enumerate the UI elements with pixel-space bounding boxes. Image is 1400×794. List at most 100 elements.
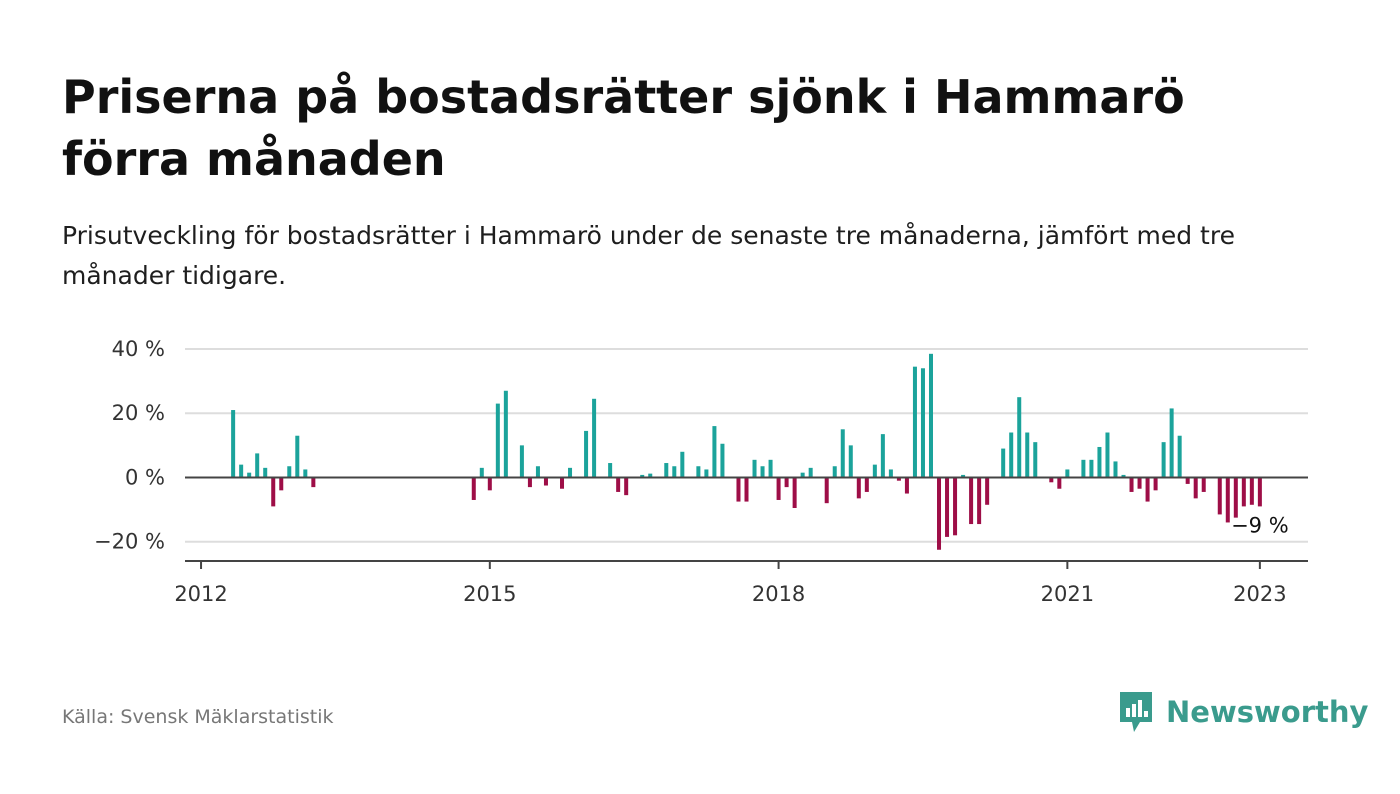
bar: [479, 467, 484, 478]
bar: [527, 477, 532, 488]
bar: [800, 472, 805, 478]
bar: [519, 445, 524, 478]
bar: [287, 466, 292, 478]
bar: [1241, 477, 1246, 507]
bar: [255, 453, 260, 478]
bar: [1177, 435, 1182, 478]
bar: [1113, 461, 1118, 478]
bar: [824, 477, 829, 504]
bar: [808, 467, 813, 478]
x-tick-label: 2015: [463, 582, 516, 606]
bar: [937, 477, 942, 550]
y-tick-label: 0 %: [125, 465, 165, 489]
y-tick-label: 40 %: [112, 337, 165, 361]
bar: [592, 398, 597, 478]
x-tick-label: 2021: [1041, 582, 1094, 606]
bar: [640, 474, 645, 478]
bar: [584, 430, 589, 478]
bar: [1089, 459, 1094, 478]
bar: [776, 477, 781, 500]
bar: [568, 467, 573, 478]
bar: [1105, 432, 1110, 478]
y-tick-label: 20 %: [112, 401, 165, 425]
bar: [872, 464, 877, 478]
bar: [1193, 477, 1198, 499]
bar: [279, 477, 284, 491]
bar: [920, 368, 925, 478]
bar: [624, 477, 629, 496]
bar: [848, 445, 853, 478]
bar: [1217, 477, 1222, 515]
bar: [295, 435, 300, 478]
bar: [1025, 432, 1030, 478]
page-subtitle: Prisutveckling för bostadsrätter i Hamma…: [62, 221, 1235, 290]
bars: [231, 353, 1262, 550]
x-axis: [185, 476, 1308, 569]
bar: [303, 469, 308, 478]
bar: [1201, 477, 1206, 492]
bar: [680, 451, 685, 478]
bar: [543, 477, 548, 486]
bar: [856, 477, 861, 499]
bar: [560, 477, 565, 489]
bar: [896, 477, 901, 481]
bar: [880, 434, 885, 478]
bar: [720, 443, 725, 478]
bar: [945, 477, 950, 537]
y-tick-label: −20 %: [94, 530, 165, 554]
bar: [648, 473, 653, 478]
bar: [271, 477, 276, 507]
bar: [840, 429, 845, 478]
bar: [263, 467, 268, 478]
newsworthy-logo-icon: [1120, 692, 1152, 732]
bar: [784, 477, 789, 488]
bar: [985, 477, 990, 505]
bar: [760, 466, 765, 478]
bar: [928, 353, 933, 478]
bar: [744, 477, 749, 502]
x-tick-label: 2018: [752, 582, 805, 606]
bar: [1081, 459, 1086, 478]
bar: [1049, 477, 1054, 483]
bar: [977, 477, 982, 525]
bar: [664, 463, 669, 478]
bar: [961, 474, 966, 478]
bar: [904, 477, 909, 494]
bar: [792, 477, 797, 508]
bar: [864, 477, 869, 492]
x-axis-labels: 2012 2015 2018 2021 2023: [174, 582, 1286, 606]
bar: [1121, 474, 1126, 478]
bar: [752, 459, 757, 478]
bar: [1161, 442, 1166, 478]
newsworthy-logo: Newsworthy: [1118, 690, 1368, 734]
bar: [247, 472, 252, 478]
last-value-label: −9 %: [1231, 513, 1289, 537]
bar: [535, 466, 540, 478]
bar: [1225, 477, 1230, 523]
bar: [1009, 432, 1014, 478]
bar: [1057, 477, 1062, 489]
x-tick-label: 2012: [174, 582, 227, 606]
bar: [311, 477, 316, 488]
bar: [1137, 477, 1142, 489]
page-title: Priserna på bostadsrätter sjönk i Hammar…: [62, 70, 1185, 186]
bar: [1017, 397, 1022, 478]
bar: [1097, 446, 1102, 478]
bar: [231, 410, 236, 478]
bar: [912, 366, 917, 478]
y-axis-labels: 40 % 20 % 0 % −20 %: [94, 337, 165, 554]
bar: [969, 477, 974, 525]
bar: [1065, 469, 1070, 478]
bar: [1249, 477, 1254, 505]
bar: [1033, 442, 1038, 478]
bar: [239, 464, 244, 478]
bar: [1233, 477, 1238, 518]
bar: [768, 459, 773, 478]
bar: [495, 403, 500, 478]
bar: [1257, 477, 1262, 507]
brand-name: Newsworthy: [1166, 695, 1369, 729]
bar: [1129, 477, 1134, 492]
source-note: Källa: Svensk Mäklarstatistik: [62, 706, 334, 728]
bar: [832, 466, 837, 478]
